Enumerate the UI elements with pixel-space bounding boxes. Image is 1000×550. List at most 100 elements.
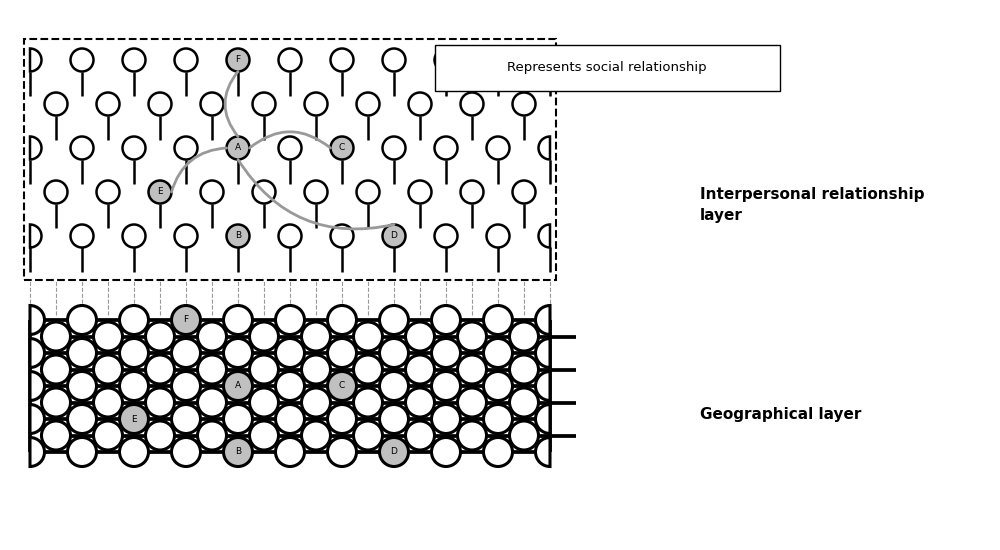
Circle shape — [328, 338, 356, 367]
Wedge shape — [538, 224, 550, 248]
Circle shape — [94, 322, 122, 351]
Circle shape — [44, 92, 68, 116]
Circle shape — [356, 180, 380, 204]
Circle shape — [380, 404, 409, 433]
Circle shape — [432, 305, 460, 334]
Text: B: B — [235, 232, 241, 240]
Circle shape — [356, 92, 380, 116]
Circle shape — [146, 322, 175, 351]
Circle shape — [328, 371, 356, 400]
Circle shape — [68, 404, 96, 433]
Circle shape — [252, 180, 276, 204]
Circle shape — [96, 180, 120, 204]
Circle shape — [226, 136, 250, 160]
Wedge shape — [30, 48, 42, 72]
Circle shape — [198, 322, 226, 351]
Circle shape — [42, 355, 70, 384]
Circle shape — [302, 322, 330, 351]
Text: E: E — [157, 188, 163, 196]
Circle shape — [278, 136, 302, 160]
Wedge shape — [30, 305, 44, 334]
Circle shape — [483, 371, 512, 400]
Circle shape — [380, 305, 409, 334]
Circle shape — [406, 388, 434, 417]
Circle shape — [172, 305, 200, 334]
Circle shape — [172, 338, 200, 367]
Circle shape — [249, 421, 278, 450]
Wedge shape — [536, 371, 550, 400]
Circle shape — [406, 322, 434, 351]
Circle shape — [380, 437, 409, 466]
Circle shape — [148, 92, 172, 116]
Circle shape — [120, 371, 148, 400]
Circle shape — [249, 388, 278, 417]
Wedge shape — [536, 305, 550, 334]
Circle shape — [198, 421, 226, 450]
Circle shape — [432, 404, 460, 433]
Text: Geographical layer: Geographical layer — [700, 408, 861, 422]
Circle shape — [354, 421, 382, 450]
Circle shape — [148, 180, 172, 204]
Text: A: A — [235, 144, 241, 152]
Wedge shape — [536, 437, 550, 466]
Circle shape — [458, 388, 486, 417]
Wedge shape — [538, 48, 550, 72]
Text: A: A — [235, 382, 241, 390]
Circle shape — [302, 421, 330, 450]
Circle shape — [175, 136, 198, 160]
Circle shape — [120, 338, 148, 367]
Circle shape — [252, 92, 276, 116]
Circle shape — [458, 421, 486, 450]
Circle shape — [509, 322, 538, 351]
Wedge shape — [536, 338, 550, 367]
Circle shape — [409, 180, 432, 204]
Circle shape — [249, 355, 278, 384]
Circle shape — [330, 48, 354, 72]
Circle shape — [198, 355, 226, 384]
Text: C: C — [339, 382, 345, 390]
Circle shape — [483, 404, 512, 433]
Circle shape — [304, 92, 328, 116]
Circle shape — [460, 180, 484, 204]
Circle shape — [120, 437, 148, 466]
Circle shape — [483, 338, 512, 367]
Circle shape — [304, 180, 328, 204]
Circle shape — [276, 437, 304, 466]
Circle shape — [42, 388, 70, 417]
Text: Represents social relationship: Represents social relationship — [507, 62, 707, 74]
Circle shape — [406, 421, 434, 450]
Circle shape — [302, 388, 330, 417]
Circle shape — [249, 322, 278, 351]
Circle shape — [226, 48, 250, 72]
Circle shape — [120, 305, 148, 334]
Circle shape — [175, 224, 198, 248]
Circle shape — [460, 92, 484, 116]
Circle shape — [432, 437, 460, 466]
Circle shape — [509, 355, 538, 384]
Text: Interpersonal relationship
layer: Interpersonal relationship layer — [700, 187, 924, 223]
Circle shape — [224, 338, 252, 367]
Circle shape — [226, 224, 250, 248]
Circle shape — [146, 388, 175, 417]
Circle shape — [409, 92, 432, 116]
Circle shape — [276, 371, 304, 400]
Wedge shape — [538, 136, 550, 160]
Circle shape — [382, 48, 406, 72]
Circle shape — [94, 355, 122, 384]
Text: D: D — [391, 448, 397, 456]
Wedge shape — [30, 404, 44, 433]
Circle shape — [278, 224, 302, 248]
Circle shape — [172, 404, 200, 433]
Bar — [435, 45, 780, 91]
Circle shape — [380, 371, 409, 400]
Text: C: C — [339, 144, 345, 152]
Text: D: D — [391, 232, 397, 240]
Circle shape — [486, 224, 510, 248]
Circle shape — [122, 136, 146, 160]
Circle shape — [458, 355, 486, 384]
Circle shape — [302, 355, 330, 384]
Circle shape — [354, 355, 382, 384]
Circle shape — [406, 355, 434, 384]
Circle shape — [458, 322, 486, 351]
Circle shape — [328, 437, 356, 466]
